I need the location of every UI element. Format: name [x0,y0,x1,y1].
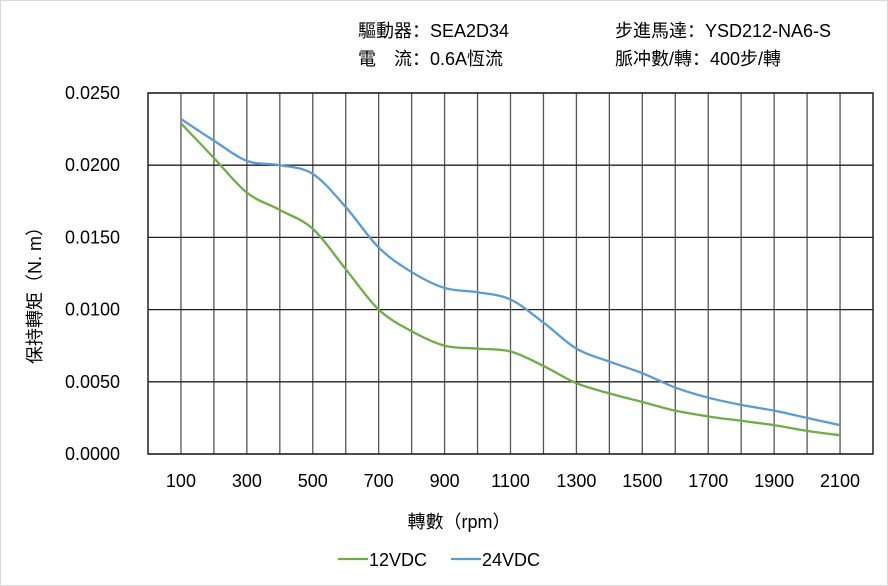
legend-label: 24VDC [482,550,540,570]
x-tick-label: 1700 [688,471,728,491]
driver-info: 驅動器：SEA2D34 [358,21,510,41]
x-tick-label: 1100 [491,471,530,491]
x-tick-label: 2100 [820,471,860,491]
x-tick-label: 500 [298,471,328,491]
pulses-info: 脈冲數/轉：400步/轉 [615,49,782,69]
y-tick-label: 0.0200 [65,155,120,175]
y-axis-title: 保持轉矩（N. m） [25,218,45,364]
y-tick-label: 0.0050 [65,372,120,392]
x-tick-label: 300 [232,471,262,491]
x-tick-label: 700 [364,471,394,491]
y-tick-label: 0.0000 [65,444,120,464]
series-line-12vdc [180,122,841,437]
y-tick-label: 0.0100 [65,300,120,320]
x-tick-label: 900 [430,471,460,491]
series-line-24vdc [180,118,841,427]
current-info: 電 流：0.6A恆流 [358,49,504,69]
x-tick-label: 100 [166,471,196,491]
motor-info: 步進馬達：YSD212-NA6-S [615,21,832,41]
x-axis-title: 轉數（rpm） [408,512,511,532]
x-tick-label: 1900 [754,471,794,491]
y-tick-label: 0.0150 [65,227,120,247]
x-tick-label: 1500 [622,471,662,491]
legend-label: 12VDC [369,550,427,570]
y-tick-label: 0.0250 [65,83,120,103]
plot-border [147,92,874,455]
x-tick-label: 1300 [556,471,596,491]
